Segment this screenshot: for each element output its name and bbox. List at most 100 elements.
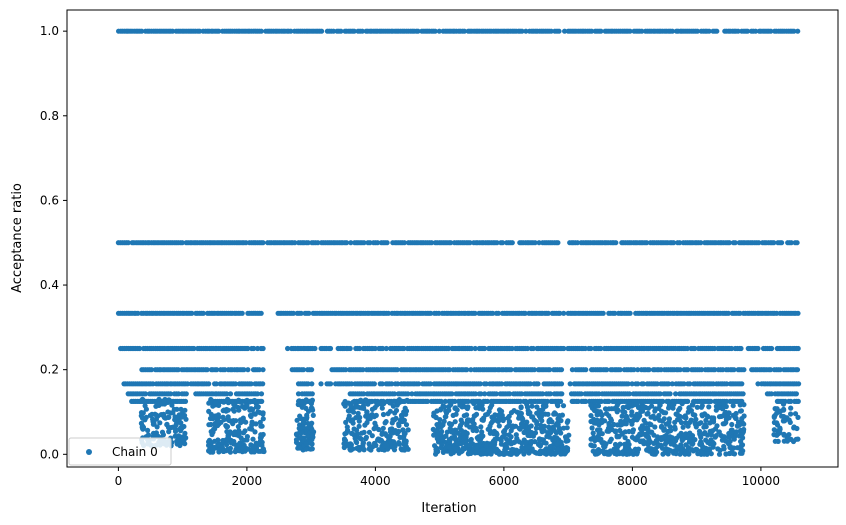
data-point	[431, 410, 437, 416]
data-point	[150, 416, 156, 422]
data-point	[487, 423, 493, 429]
data-point	[684, 345, 691, 352]
data-point	[251, 345, 257, 352]
data-point	[483, 381, 489, 387]
data-point	[391, 447, 398, 453]
legend-label: Chain 0	[112, 445, 158, 459]
data-point	[795, 28, 801, 34]
data-point	[620, 404, 626, 411]
data-point	[452, 419, 458, 425]
data-point	[206, 439, 212, 445]
data-point	[677, 240, 683, 246]
data-point	[309, 446, 315, 452]
data-point	[663, 439, 669, 445]
data-point	[472, 310, 478, 316]
data-point	[359, 28, 365, 34]
data-point	[361, 405, 367, 411]
data-point	[668, 427, 674, 434]
data-point	[318, 381, 324, 387]
data-point	[548, 428, 554, 434]
y-tick-label: 0.4	[40, 278, 59, 292]
data-point	[560, 403, 567, 409]
data-point	[180, 436, 186, 442]
data-point	[488, 450, 494, 457]
data-point	[174, 441, 180, 447]
data-point	[247, 399, 253, 405]
data-point	[354, 439, 360, 446]
data-point	[396, 421, 402, 427]
data-point	[537, 442, 543, 448]
data-point	[444, 429, 450, 435]
data-point	[719, 437, 726, 443]
data-point	[795, 345, 801, 352]
data-point	[431, 432, 437, 438]
data-point	[383, 345, 389, 352]
data-point	[627, 28, 633, 34]
data-points	[115, 28, 802, 457]
data-point	[756, 240, 762, 246]
data-point	[483, 443, 489, 449]
data-point	[514, 447, 520, 453]
data-point	[236, 407, 242, 413]
x-tick-label: 6000	[489, 474, 520, 488]
data-point	[355, 410, 361, 416]
data-point	[172, 428, 179, 434]
data-point	[472, 345, 478, 352]
data-point	[696, 421, 702, 427]
data-point	[619, 449, 625, 456]
data-point	[788, 398, 794, 404]
data-point	[379, 431, 385, 437]
data-point	[154, 424, 160, 430]
data-point	[298, 429, 305, 435]
data-point	[777, 430, 783, 436]
data-point	[508, 367, 514, 373]
data-point	[739, 381, 745, 387]
data-point	[310, 412, 316, 418]
data-point	[496, 415, 502, 421]
data-point	[494, 431, 500, 437]
data-point	[640, 381, 647, 387]
data-point	[509, 447, 515, 453]
data-point	[200, 310, 206, 316]
data-point	[438, 445, 444, 451]
data-point	[476, 403, 482, 409]
data-point	[457, 402, 463, 408]
data-point	[561, 425, 567, 431]
data-point	[213, 400, 219, 406]
data-point	[458, 422, 464, 428]
data-point	[781, 407, 787, 413]
data-point	[140, 425, 146, 432]
data-point	[612, 429, 619, 435]
data-point	[598, 28, 604, 34]
data-point	[528, 439, 534, 446]
data-point	[554, 441, 561, 447]
data-point	[591, 443, 597, 449]
data-point	[730, 403, 736, 409]
data-point	[400, 418, 406, 424]
x-axis-ticks: 0 2000 4000 6000 8000 10000	[115, 467, 780, 488]
data-point	[442, 414, 448, 420]
data-point	[589, 28, 595, 34]
data-point	[477, 381, 483, 387]
y-tick-label: 0.2	[40, 363, 59, 377]
data-point	[170, 28, 176, 34]
data-point	[248, 381, 254, 387]
data-point	[600, 310, 606, 316]
data-point	[242, 428, 248, 434]
data-point	[227, 449, 233, 455]
data-point	[191, 345, 197, 352]
data-point	[344, 240, 350, 246]
data-point	[221, 399, 227, 405]
data-point	[545, 411, 551, 417]
plot-area	[67, 10, 838, 467]
data-point	[161, 398, 167, 405]
data-point	[583, 398, 589, 404]
data-point	[600, 448, 606, 454]
data-point	[220, 414, 226, 420]
data-point	[732, 415, 738, 421]
data-point	[344, 424, 350, 430]
data-point	[447, 367, 453, 373]
data-point	[684, 448, 690, 454]
data-point	[210, 447, 216, 453]
data-point	[182, 441, 188, 447]
